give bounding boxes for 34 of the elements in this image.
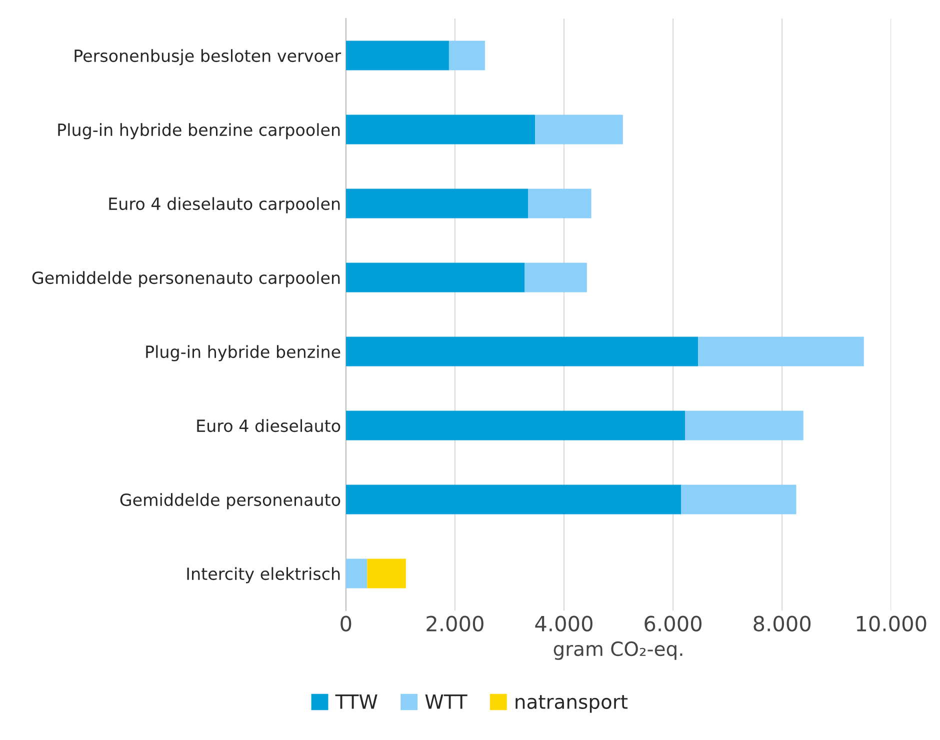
bar	[346, 114, 536, 144]
bar	[346, 40, 449, 70]
y-tick-label: Euro 4 dieselauto	[197, 419, 340, 432]
x-axis-title: gram CO₂-eq.	[554, 641, 682, 660]
bar	[346, 336, 698, 366]
bar	[698, 336, 864, 366]
bar	[528, 188, 592, 218]
bar	[685, 410, 804, 440]
y-tick-label: Personenbusje besloten vervoer	[74, 49, 342, 66]
x-tick-label: 2.000	[426, 616, 484, 632]
bar	[346, 484, 682, 514]
x-tick-label: 0	[340, 616, 352, 632]
x-tick-label: 6.000	[644, 616, 702, 632]
bar	[346, 188, 528, 218]
bar	[346, 558, 368, 588]
legend-label: TTW	[335, 694, 378, 709]
x-tick-label: 4.000	[535, 616, 592, 632]
bar	[448, 40, 485, 70]
bar	[681, 484, 796, 514]
x-tick-label: 8.000	[754, 616, 811, 632]
x-tick-label: 10.000	[856, 616, 926, 632]
y-tick-label: Plug-in hybride benzine carpoolen	[58, 123, 340, 140]
y-tick-label: Plug-in hybride benzine	[146, 345, 340, 362]
bar	[367, 558, 406, 588]
y-tick-label: Euro 4 dieselauto carpoolen	[109, 197, 340, 214]
bar	[535, 114, 623, 144]
bar	[346, 410, 686, 440]
bar	[524, 262, 587, 292]
legend-label: WTT	[425, 694, 468, 709]
y-tick-label: Gemiddelde personenauto	[120, 493, 340, 510]
legend-label: natransport	[516, 695, 628, 713]
y-tick-label: Gemiddelde personenauto carpoolen	[32, 271, 340, 288]
bar	[346, 262, 525, 292]
y-tick-label: Intercity elektrisch	[187, 567, 340, 584]
